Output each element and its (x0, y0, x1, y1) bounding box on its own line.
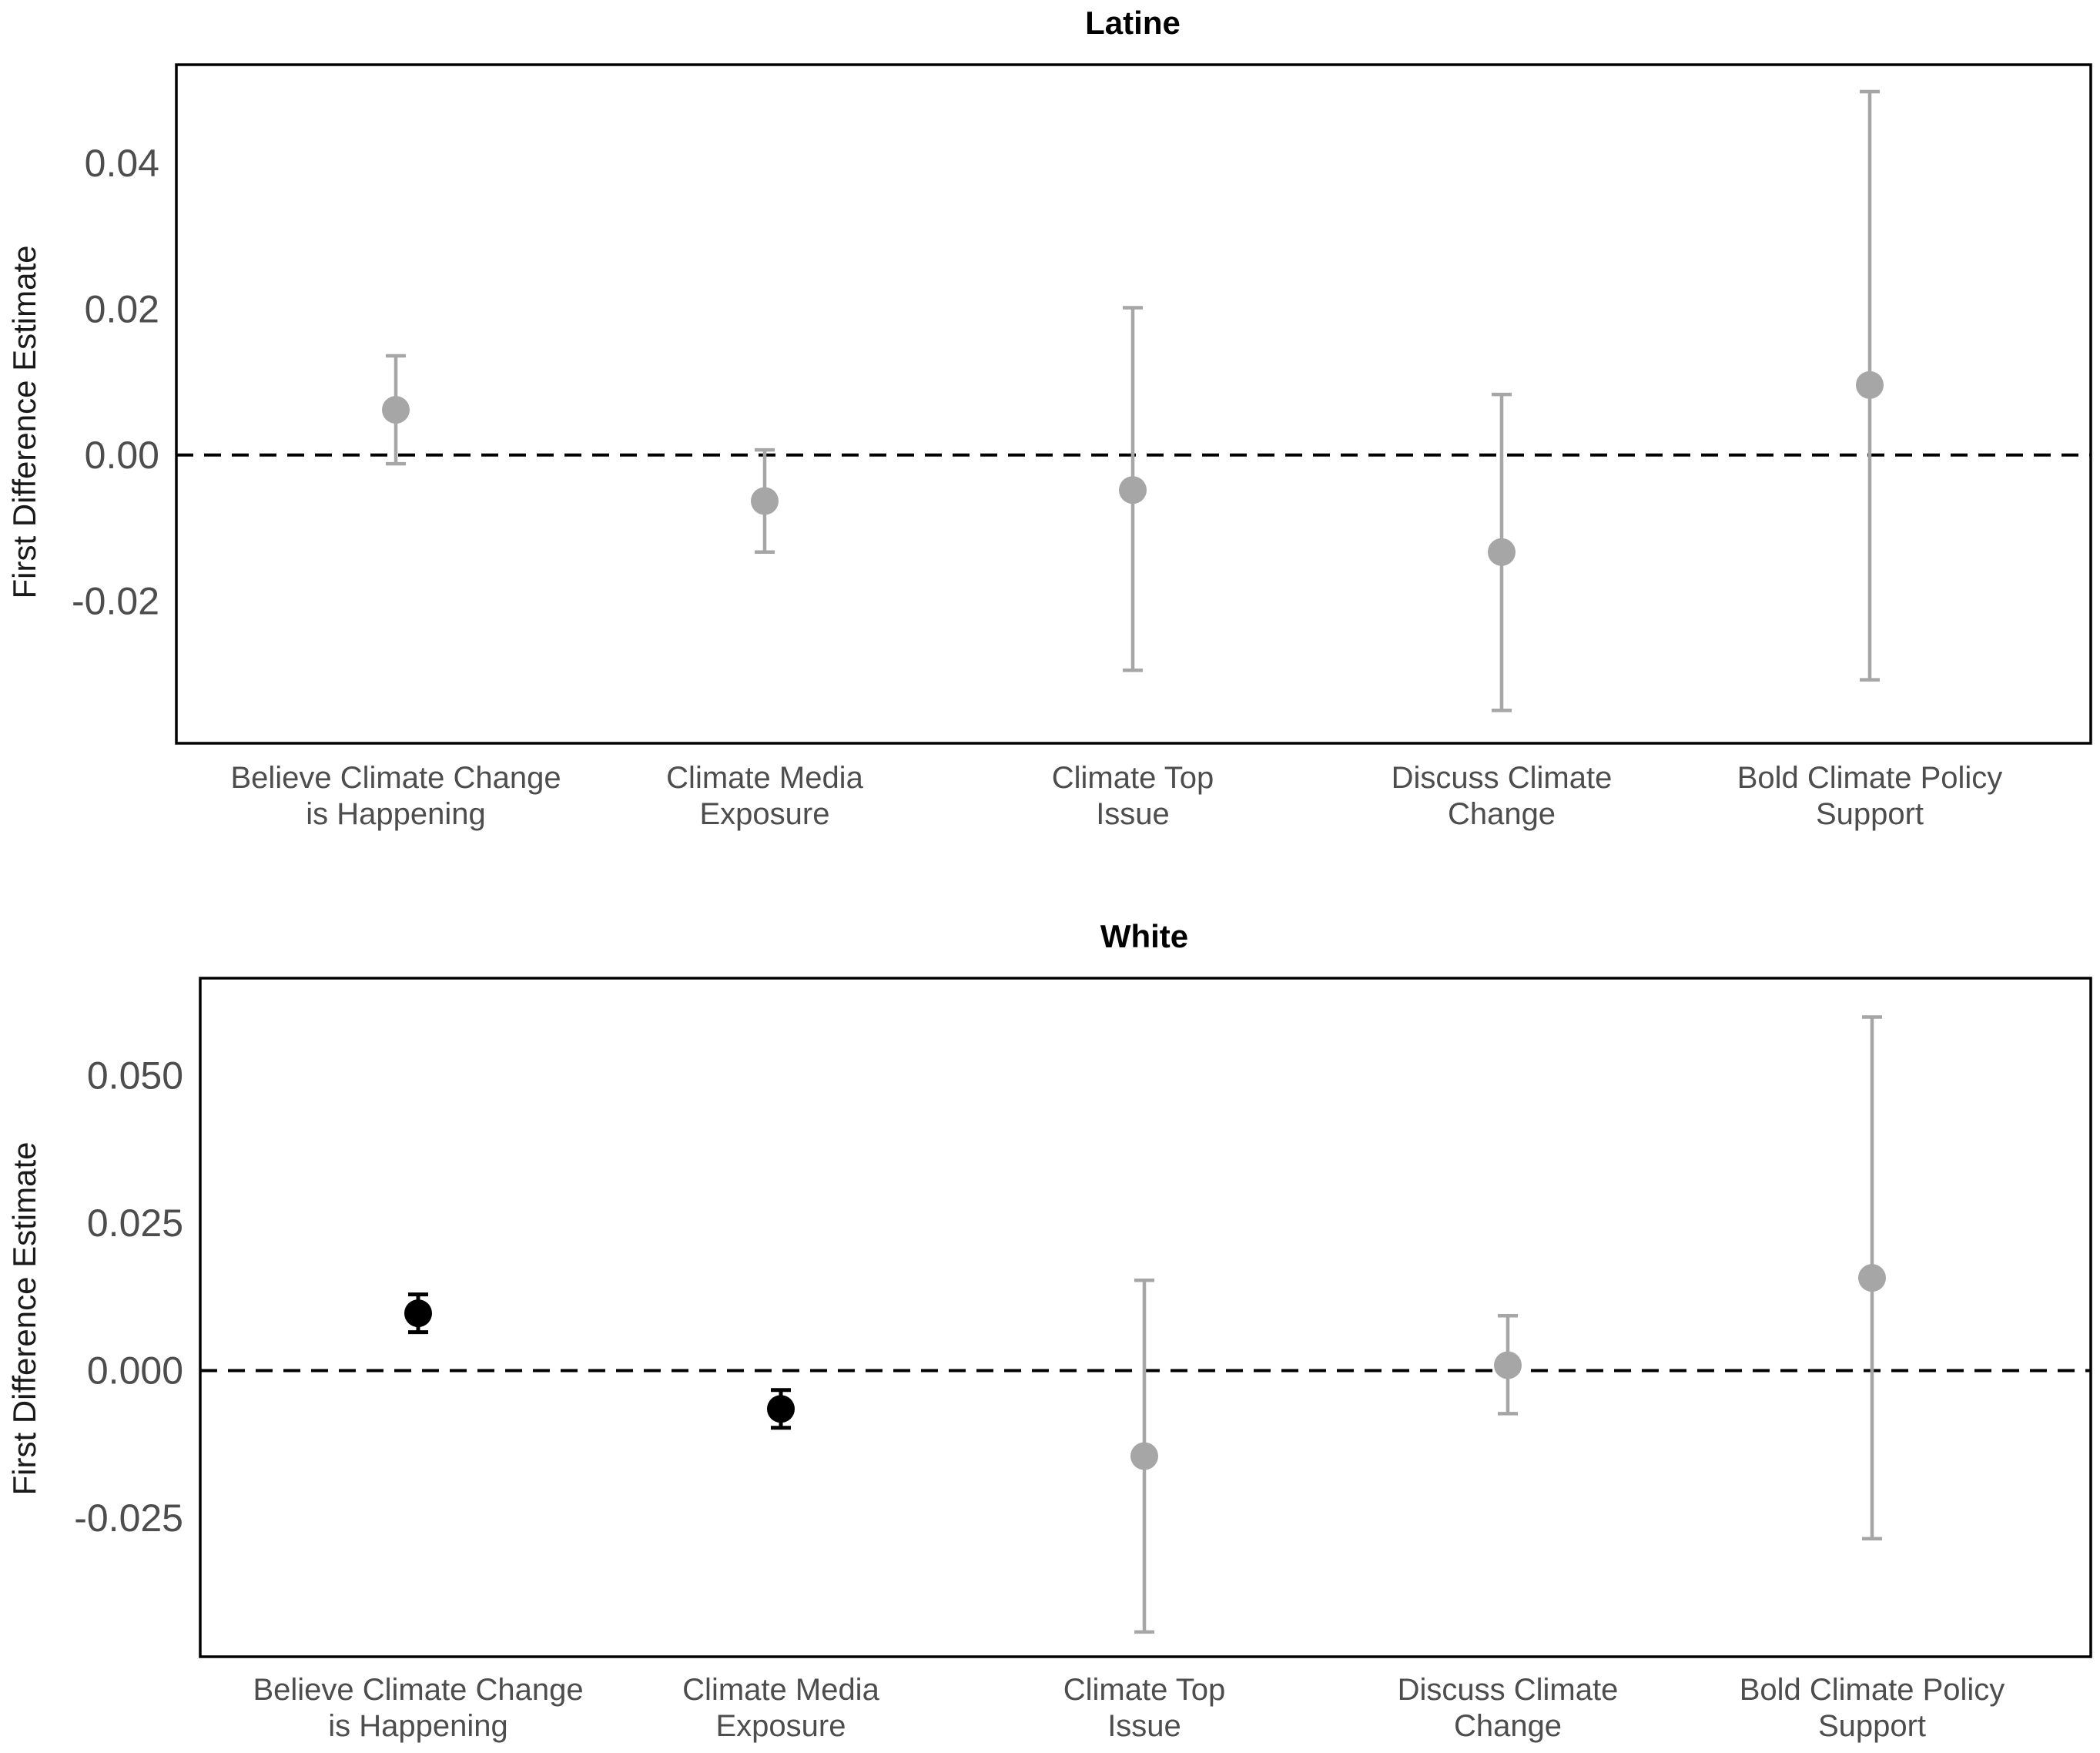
point-estimate (1488, 538, 1516, 566)
x-tick-label: Bold Climate Policy Support (1740, 1673, 2005, 1743)
x-tick-label: Climate Top Issue (1063, 1673, 1225, 1743)
y-tick-label: 0.050 (87, 1054, 183, 1097)
y-tick-label: -0.025 (74, 1497, 183, 1540)
error-bar-series (382, 89, 1884, 712)
error-bar-series (404, 1015, 1886, 1634)
panel-white: White First Difference Estimate 0.050 0.… (6, 918, 2092, 1743)
x-tick-labels: Believe Climate Change is Happening Clima… (253, 1673, 2005, 1743)
error-bar-group (1856, 89, 1884, 682)
plot-frame (199, 977, 2092, 1658)
x-tick-label: Believe Climate Change is Happening (253, 1673, 583, 1743)
point-estimate (1119, 476, 1147, 504)
error-bar-group (751, 447, 779, 555)
error-bar-group (382, 354, 410, 466)
error-bar-group (1488, 392, 1516, 712)
y-tick-label: 0.025 (87, 1202, 183, 1245)
plot-frame (175, 63, 2092, 745)
y-tick-labels: 0.050 0.025 0.000 -0.025 (74, 1054, 183, 1540)
x-tick-labels: Believe Climate Change is Happening Clima… (230, 761, 2002, 831)
y-tick-label: 0.04 (85, 142, 159, 185)
error-bar-group (767, 1388, 795, 1430)
y-tick-label: 0.000 (87, 1349, 183, 1392)
panel-title: Latine (1085, 5, 1181, 41)
x-tick-label: Climate Media Exposure (682, 1673, 879, 1743)
point-estimate (1130, 1442, 1158, 1470)
x-tick-label: Believe Climate Change is Happening (230, 761, 561, 831)
error-bar-group (1119, 306, 1147, 672)
point-estimate (1494, 1351, 1522, 1379)
y-axis-label: First Difference Estimate (6, 245, 42, 598)
error-bar-group (1494, 1313, 1522, 1416)
x-tick-label: Climate Top Issue (1052, 761, 1214, 831)
x-tick-label: Bold Climate Policy Support (1737, 761, 2003, 831)
x-tick-label: Discuss Climate Change (1398, 1673, 1619, 1743)
panel-title: White (1100, 918, 1188, 954)
point-estimate (1856, 370, 1884, 399)
y-tick-labels: 0.04 0.02 0.00 -0.02 (72, 142, 159, 622)
y-tick-label: 0.02 (85, 287, 159, 330)
error-bar-group (1858, 1015, 1886, 1541)
point-estimate (751, 487, 779, 515)
error-bar-group (404, 1292, 432, 1335)
y-axis-label: First Difference Estimate (6, 1141, 42, 1495)
point-estimate (1858, 1264, 1886, 1292)
x-tick-label: Discuss Climate Change (1392, 761, 1613, 831)
x-tick-label: Climate Media Exposure (666, 761, 863, 831)
point-estimate (767, 1395, 795, 1423)
point-estimate (382, 396, 410, 424)
y-tick-label: 0.00 (85, 434, 159, 477)
panel-latine: Latine First Difference Estimate 0.04 0.… (6, 5, 2092, 831)
y-tick-label: -0.02 (72, 579, 159, 622)
point-estimate (404, 1299, 432, 1328)
error-bar-group (1130, 1278, 1158, 1634)
